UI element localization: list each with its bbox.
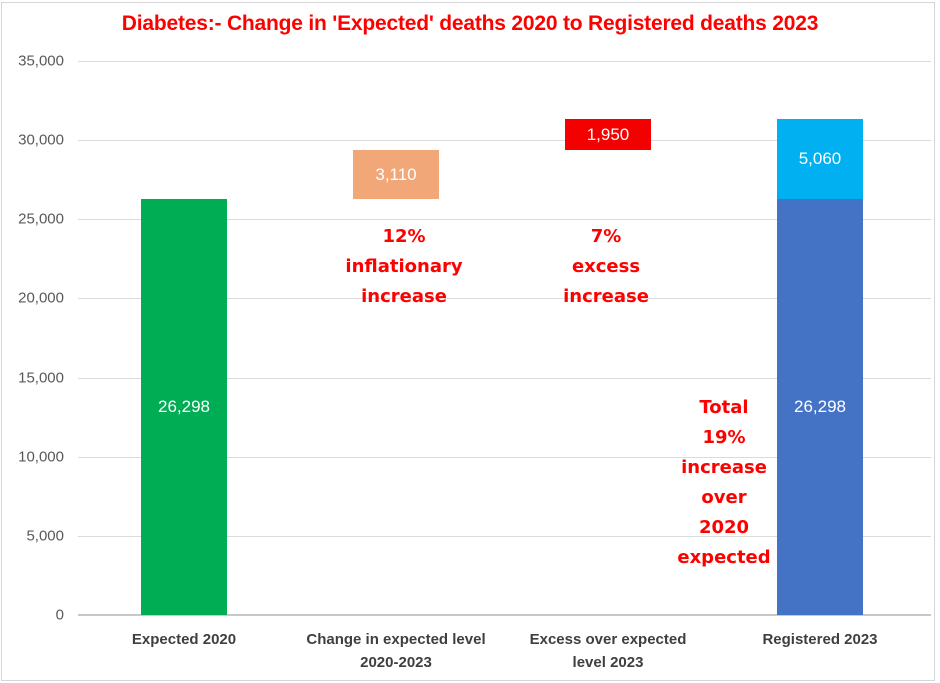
annotation-line: 19%: [702, 427, 746, 448]
category-label-line: Excess over expected: [529, 631, 687, 648]
bar-segment: 26,298: [777, 199, 863, 615]
bar-value-label: 26,298: [158, 397, 210, 416]
y-axis-tick-label: 10,000: [18, 448, 64, 466]
bar-value-label: 3,110: [375, 164, 417, 184]
bar-segment: 1,950: [565, 119, 651, 150]
annotation-line: over: [701, 487, 747, 508]
y-axis-tick-label: 5,000: [26, 527, 64, 545]
category-label: Excess over expected level 2023: [493, 628, 723, 674]
annotation-text: Total 19% increase over 2020 expected: [609, 393, 839, 573]
annotation-line: increase: [563, 286, 649, 307]
y-axis-tick-label: 35,000: [18, 52, 64, 70]
annotation-line: Total: [699, 397, 749, 418]
category-label: Registered 2023: [705, 628, 935, 651]
category-label-line: 2020-2023: [360, 654, 432, 671]
annotation-text: 7% excess increase: [491, 222, 721, 312]
annotation-line: 7%: [590, 226, 622, 247]
annotation-line: 12%: [382, 226, 426, 247]
annotation-line: expected: [677, 547, 771, 568]
bar-segment: 3,110: [353, 150, 439, 199]
bar-value-label: 5,060: [798, 149, 842, 168]
bar-value-label: 26,298: [794, 397, 846, 416]
y-axis-tick-label: 25,000: [18, 210, 64, 228]
annotation-text: 12% inflationary increase: [289, 222, 519, 312]
category-label-line: Registered 2023: [762, 631, 878, 648]
gridline: [78, 61, 931, 62]
bar-segment: 5,060: [777, 119, 863, 199]
category-label: Expected 2020: [69, 628, 299, 651]
chart-title: Diabetes:- Change in 'Expected' deaths 2…: [121, 12, 819, 35]
category-label-line: level 2023: [572, 654, 644, 671]
annotation-line: 2020: [698, 517, 750, 538]
y-axis-tick-label: 15,000: [18, 369, 64, 387]
bar-value-label: 1,950: [586, 124, 630, 144]
category-label-line: Expected 2020: [131, 631, 237, 648]
annotation-line: increase: [681, 457, 767, 478]
category-label: Change in expected level 2020-2023: [281, 628, 511, 674]
y-axis-tick-label: 20,000: [18, 289, 64, 307]
y-axis-tick-label: 0: [55, 606, 64, 624]
bar-segment: 26,298: [141, 199, 227, 615]
y-axis-tick-label: 30,000: [18, 131, 64, 149]
annotation-line: inflationary: [345, 256, 463, 277]
category-label-line: Change in expected level: [306, 631, 486, 648]
annotation-line: increase: [361, 286, 447, 307]
annotation-line: excess: [571, 256, 641, 277]
